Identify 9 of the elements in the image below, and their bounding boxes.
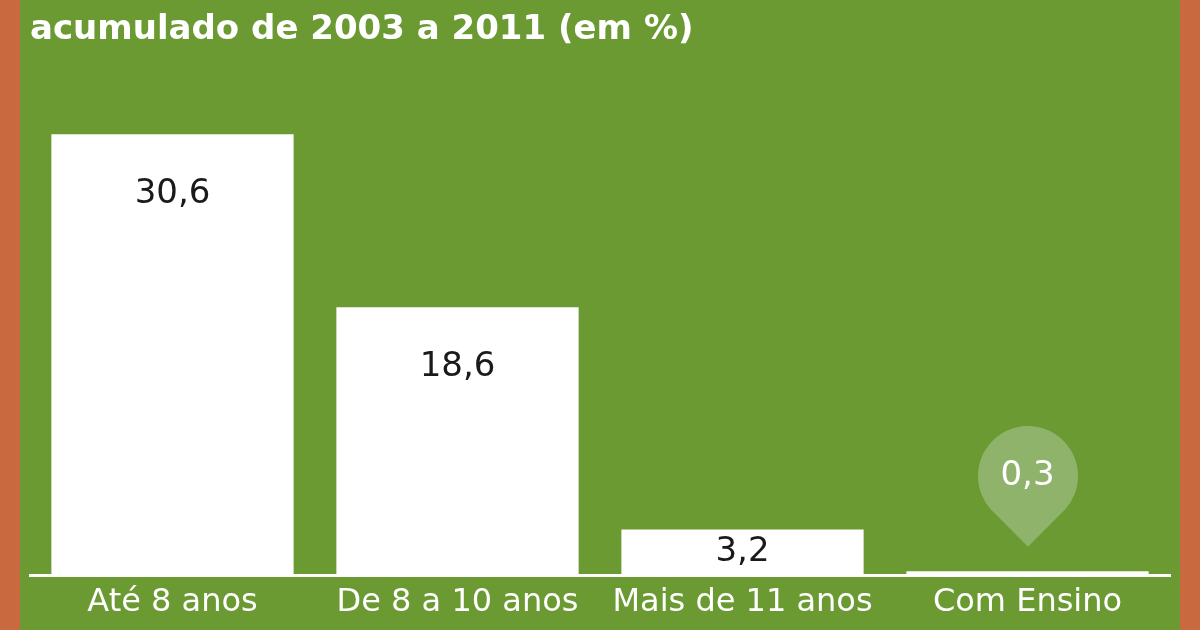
x-tick-label: De 8 a 10 anos — [336, 581, 579, 620]
data-label: 18,6 — [419, 344, 496, 385]
x-tick-label: Mais de 11 anos — [612, 581, 873, 620]
x-tick-label: Com Ensino — [932, 581, 1123, 620]
data-label: 0,3 — [1000, 453, 1055, 494]
data-label: 3,2 — [715, 529, 770, 570]
chart-title: acumulado de 2003 a 2011 (em %) — [30, 7, 694, 48]
data-label: 30,6 — [134, 171, 211, 212]
x-tick-label: Até 8 anos — [87, 581, 258, 620]
